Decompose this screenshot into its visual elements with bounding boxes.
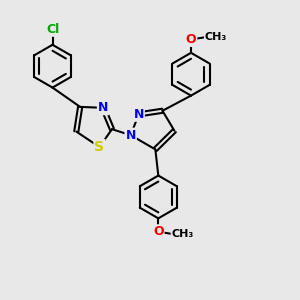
Text: S: S xyxy=(94,140,104,154)
Text: O: O xyxy=(153,225,164,238)
Text: CH₃: CH₃ xyxy=(205,32,227,42)
Text: O: O xyxy=(186,33,196,46)
Text: N: N xyxy=(98,101,108,114)
Text: N: N xyxy=(134,108,144,121)
Text: N: N xyxy=(125,129,136,142)
Text: CH₃: CH₃ xyxy=(172,229,194,239)
Text: Cl: Cl xyxy=(46,23,59,36)
